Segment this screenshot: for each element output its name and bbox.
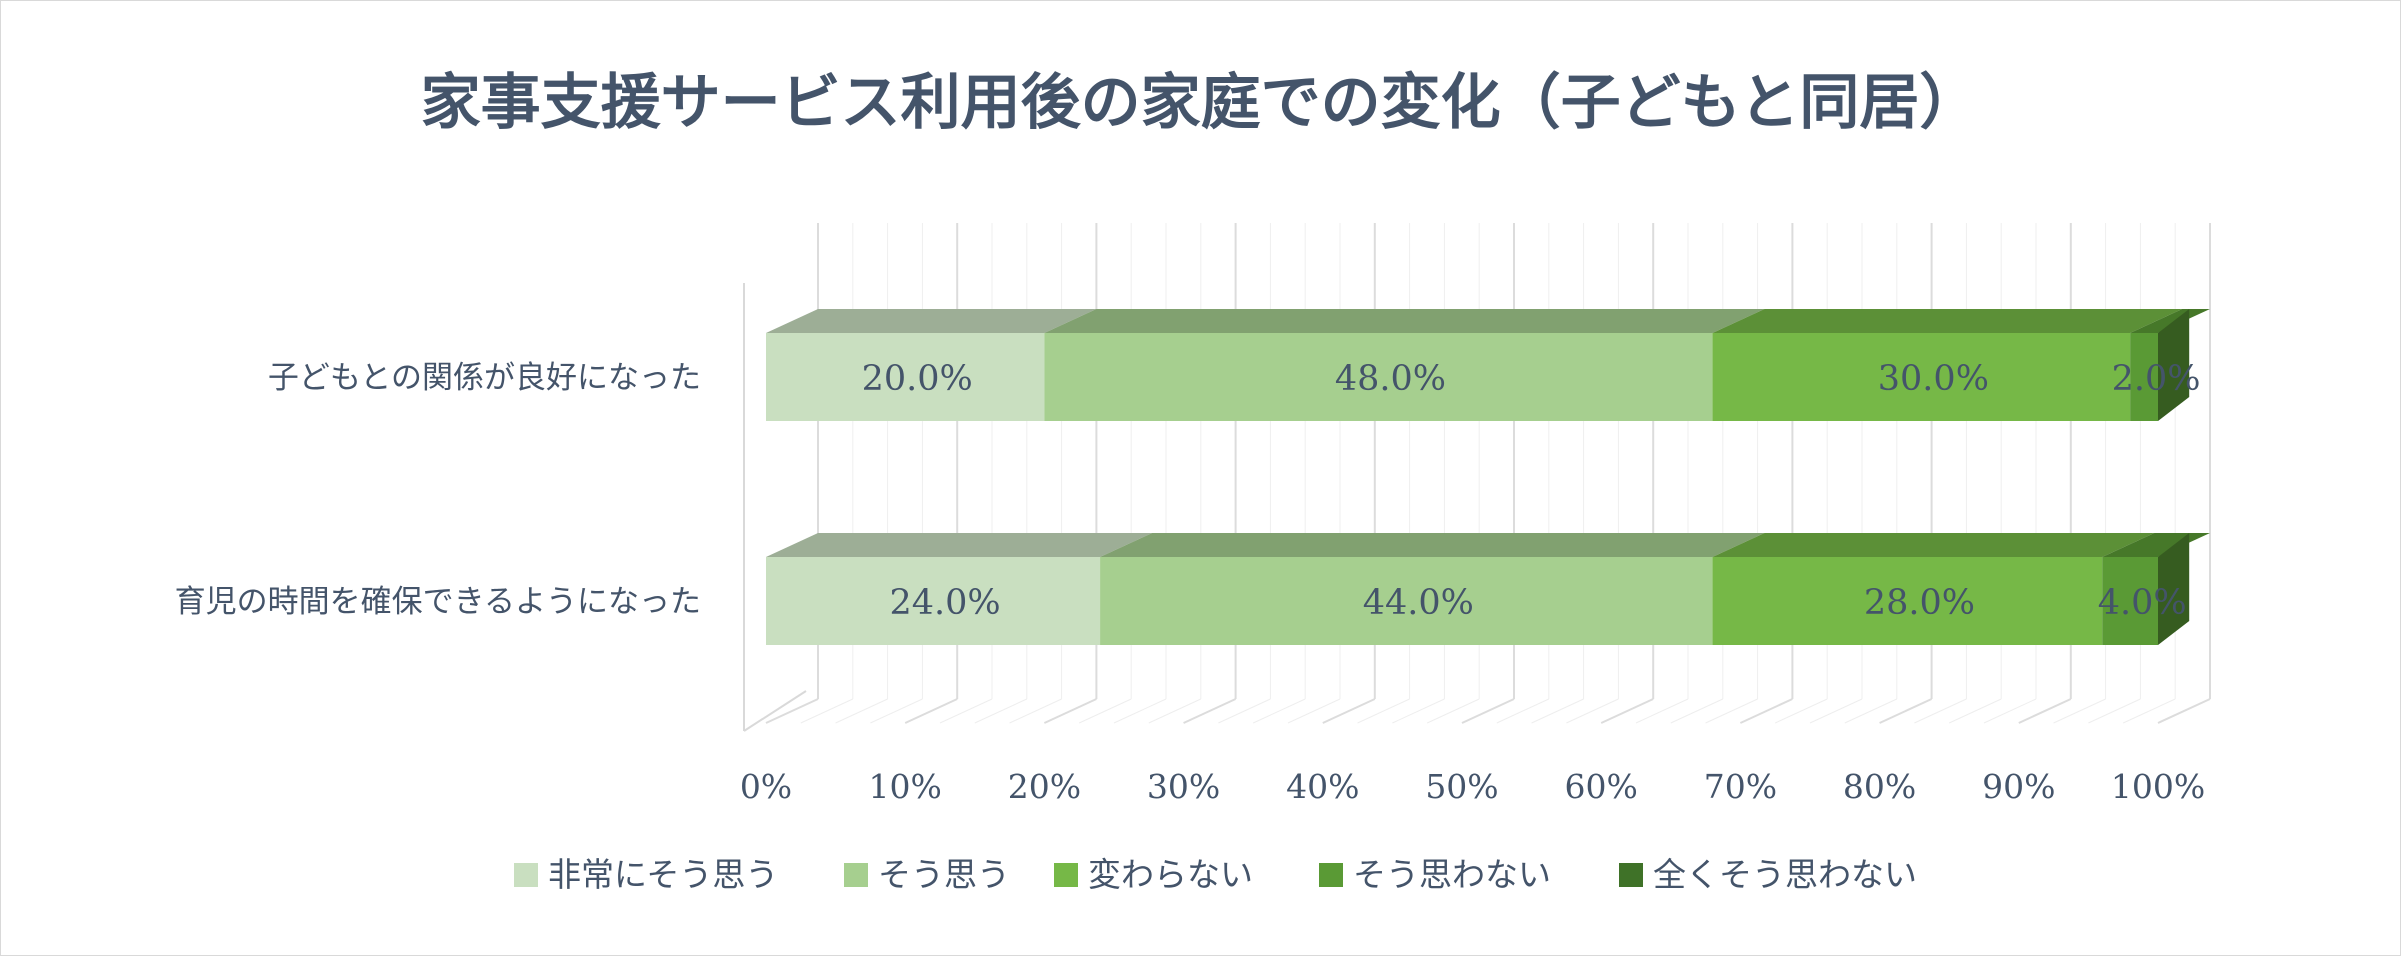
- bar-segment-top: [1100, 533, 1765, 557]
- bar-segment: [1712, 333, 2131, 421]
- floor-hatch-line: [1705, 698, 1758, 724]
- floor-hatch-line: [1809, 698, 1863, 724]
- x-tick-label: 70%: [1704, 767, 1777, 806]
- floor-hatch-line: [1148, 698, 1202, 724]
- floor-edge-line: [743, 690, 807, 732]
- floor-gridline: [1183, 698, 1237, 724]
- floor-hatch-line: [1948, 698, 2002, 724]
- floor-gridline: [1461, 698, 1515, 724]
- x-tick-label: 50%: [1425, 767, 1498, 806]
- floor-hatch-line: [1252, 698, 1306, 724]
- floor-gridline: [1879, 698, 1933, 724]
- floor-hatch-line: [1392, 698, 1445, 724]
- floor-hatch-line: [2053, 698, 2106, 724]
- bar-segment-top: [766, 309, 1097, 333]
- x-tick-label: 90%: [1982, 767, 2055, 806]
- floor-hatch-line: [1670, 698, 1724, 724]
- floor-hatch-line: [1287, 698, 1341, 724]
- bar-segment: [1100, 557, 1713, 645]
- legend-label: 非常にそう思う: [548, 855, 778, 894]
- data-label: 44.0%: [1363, 583, 1474, 623]
- floor-hatch-line: [1635, 698, 1689, 724]
- legend-swatch: [514, 863, 538, 887]
- data-label: 2.0%: [2112, 359, 2201, 399]
- bar-segment: [2130, 333, 2158, 421]
- floor-hatch-line: [1531, 698, 1584, 724]
- floor-gridline: [1322, 698, 1376, 724]
- floor-hatch-line: [1774, 698, 1828, 724]
- bar-segment: [1712, 557, 2103, 645]
- floor-hatch-line: [1426, 698, 1480, 724]
- floor-hatch-line: [939, 698, 993, 724]
- floor-hatch-line: [1357, 698, 1410, 724]
- chart-title: 家事支援サービス利用後の家庭での変化（子どもと同居）: [421, 68, 1980, 138]
- floor-hatch-line: [2088, 698, 2141, 724]
- floor-hatch-line: [2122, 698, 2176, 724]
- bar-segment: [2102, 557, 2158, 645]
- floor-hatch-line: [1844, 698, 1898, 724]
- legend-label: そう思う: [878, 855, 1010, 894]
- bar-segment: [1044, 333, 1713, 421]
- label-layer: 子どもとの関係が良好になった 20.0% 48.0% 30.0% 2.0% 育児の時間を確…: [175, 359, 2201, 623]
- floor-hatch-line: [870, 698, 923, 724]
- data-label: 30.0%: [1878, 359, 1989, 399]
- floor-gridline: [765, 698, 819, 724]
- floor-hatch-line: [1914, 698, 1967, 724]
- x-tick-label: 0%: [740, 767, 792, 806]
- floor-hatch-line: [1078, 698, 1132, 724]
- legend-label: 全くそう思わない: [1653, 855, 1917, 894]
- legend-swatch: [1619, 863, 1643, 887]
- data-label: 20.0%: [862, 359, 973, 399]
- category-label: 育児の時間を確保できるようになった: [175, 584, 701, 620]
- floor-gridline: [1043, 698, 1097, 724]
- legend-swatch: [844, 863, 868, 887]
- floor-hatch-line: [835, 698, 888, 724]
- data-label: 24.0%: [889, 583, 1000, 623]
- legend-label: そう思わない: [1353, 855, 1551, 894]
- floor-gridline: [2157, 698, 2211, 724]
- bar-segment: [766, 557, 1101, 645]
- bar-layer: [766, 309, 2210, 645]
- floor-hatch-line: [800, 698, 854, 724]
- data-label: 48.0%: [1335, 359, 1446, 399]
- x-tick-label: 20%: [1008, 767, 1081, 806]
- bar-segment-side: [2158, 533, 2190, 645]
- x-tick-label: 10%: [869, 767, 942, 806]
- x-tick-label: 30%: [1147, 767, 1220, 806]
- x-tick-label: 40%: [1286, 767, 1359, 806]
- bar-segment-side: [2158, 309, 2190, 421]
- floor-gridline: [2018, 698, 2072, 724]
- bar-segment-top: [2130, 309, 2210, 333]
- bar-segment-top: [1712, 533, 2155, 557]
- category-label: 子どもとの関係が良好になった: [268, 360, 701, 396]
- floor-gridline: [1600, 698, 1654, 724]
- x-tick-label: 100%: [2111, 767, 2205, 806]
- floor-hatch-line: [1009, 698, 1062, 724]
- legend-swatch: [1319, 863, 1343, 887]
- x-tick-label: 80%: [1843, 767, 1916, 806]
- data-label: 4.0%: [2098, 583, 2187, 623]
- floor-hatch-line: [1113, 698, 1167, 724]
- legend-swatch: [1054, 863, 1078, 887]
- bar-segment-top: [1044, 309, 1765, 333]
- floor-hatch-line: [1218, 698, 1271, 724]
- floor-hatch-line: [1566, 698, 1619, 724]
- floor-gridline: [904, 698, 958, 724]
- floor-hatch-line: [1496, 698, 1550, 724]
- bar-segment: [766, 333, 1045, 421]
- data-label: 28.0%: [1864, 583, 1975, 623]
- floor-hatch-line: [974, 698, 1028, 724]
- x-tick-label: 60%: [1565, 767, 1638, 806]
- legend: 非常にそう思う そう思う 変わらない そう思わない 全くそう思わない: [514, 855, 1917, 894]
- bar-segment-top: [766, 533, 1153, 557]
- bar-segment-top: [1712, 309, 2183, 333]
- grid-layer: 0% 10% 20% 30% 40% 50% 60% 70% 80% 90% 100%: [740, 223, 2211, 806]
- legend-label: 変わらない: [1088, 855, 1253, 894]
- floor-gridline: [1739, 698, 1793, 724]
- floor-hatch-line: [1983, 698, 2037, 724]
